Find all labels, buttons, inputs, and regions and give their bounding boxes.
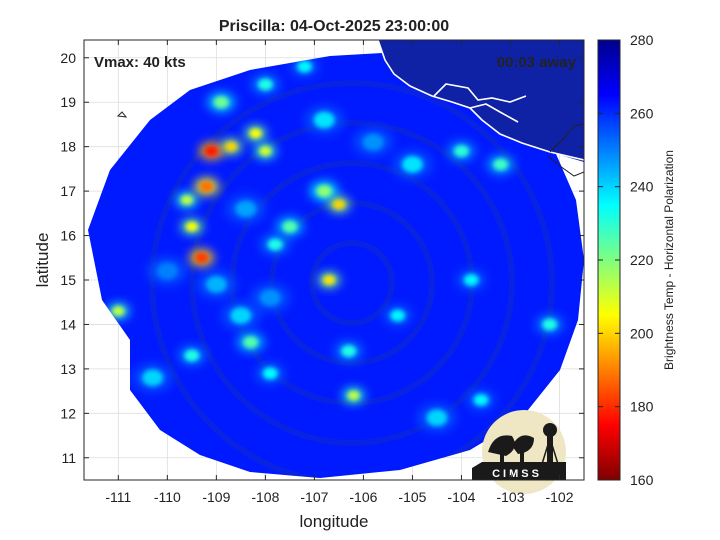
colorbar-tick-label: 260 (630, 105, 654, 121)
bt-feature (177, 345, 206, 366)
cimss-logo: CIMSS (472, 410, 566, 494)
y-axis-label: latitude (33, 233, 52, 288)
y-tick-label: 19 (60, 94, 76, 110)
feature-layer (107, 56, 564, 432)
y-axis: 11 12 13 14 15 16 17 18 19 20 (60, 50, 584, 466)
bt-feature (254, 143, 277, 160)
x-axis: -111 -110 -109 -108 -107 -106 -105 -104 -103 -102 (105, 40, 574, 505)
chart-title: Priscilla: 04-Oct-2025 23:00:00 (219, 18, 449, 35)
logo-text: CIMSS (492, 468, 542, 480)
colorbar-tick-label: 180 (630, 399, 654, 415)
colorbar-tick-label: 280 (630, 32, 654, 48)
y-tick-label: 15 (60, 272, 76, 288)
bt-feature (221, 301, 261, 330)
colorbar-tick-label: 240 (630, 179, 654, 195)
x-tick-label: -106 (349, 489, 377, 505)
axes-frame (83, 39, 585, 481)
y-tick-label: 16 (60, 228, 76, 244)
bt-feature (133, 363, 173, 392)
bt-feature (251, 74, 280, 95)
bt-feature (486, 154, 515, 175)
bt-feature (334, 341, 363, 362)
y-tick-label: 13 (60, 361, 76, 377)
y-tick-label: 20 (60, 50, 76, 66)
bt-feature (342, 387, 365, 404)
bt-feature (226, 194, 266, 223)
vmax-label: Vmax: 40 kts (94, 54, 186, 71)
bt-feature (261, 234, 290, 255)
bt-feature (244, 125, 267, 142)
bt-feature (317, 272, 341, 288)
colorbar-tick-label: 160 (630, 472, 654, 488)
x-tick-label: -108 (251, 489, 279, 505)
bt-feature (207, 92, 236, 113)
x-tick-label: -105 (398, 489, 426, 505)
bt-feature (180, 218, 204, 235)
bt-feature (236, 332, 265, 353)
bt-feature (147, 257, 187, 286)
bt-feature (457, 270, 486, 290)
bt-feature (535, 314, 564, 335)
bt-feature (175, 192, 199, 208)
y-tick-label: 11 (61, 450, 76, 466)
x-tick-label: -103 (496, 489, 524, 505)
bt-feature (304, 106, 344, 134)
x-tick-label: -109 (202, 489, 230, 505)
y-tick-label: 18 (60, 139, 76, 155)
x-tick-label: -111 (105, 489, 131, 505)
x-tick-label: -107 (300, 489, 328, 505)
bt-feature (256, 363, 285, 384)
time-away-label: 00:03 away (497, 54, 577, 71)
colorbar-tick-label: 220 (630, 252, 654, 268)
y-tick-label: 14 (60, 316, 76, 332)
bt-feature (327, 196, 351, 213)
bt-feature (189, 248, 215, 267)
coastline (377, 40, 584, 161)
bt-feature (198, 142, 225, 161)
x-tick-label: -110 (154, 489, 181, 505)
coastline-outside (116, 111, 584, 177)
bt-feature (353, 128, 393, 157)
bt-feature (250, 283, 290, 312)
x-tick-label: -104 (447, 489, 475, 505)
x-axis-label: longitude (299, 512, 368, 531)
bt-feature (447, 141, 476, 162)
land-region (378, 40, 584, 162)
bt-feature (310, 181, 339, 202)
bt-feature (417, 403, 457, 432)
colorbar-tick-label: 200 (630, 325, 654, 341)
bt-feature (193, 177, 220, 196)
bt-feature (467, 390, 496, 410)
bt-feature (196, 270, 236, 299)
colorbar-ticks: 160 180 200 220 240 260 280 (598, 32, 654, 488)
bt-feature (107, 303, 130, 320)
colorbar-label: Brightness Temp - Horizontal Polarizatio… (662, 150, 676, 370)
x-tick-label: -102 (545, 489, 573, 505)
bt-feature (219, 138, 243, 155)
y-tick-label: 12 (60, 405, 76, 421)
bt-feature (275, 216, 304, 237)
y-tick-label: 17 (60, 183, 76, 199)
bt-feature (392, 150, 433, 179)
bt-feature (383, 305, 412, 326)
